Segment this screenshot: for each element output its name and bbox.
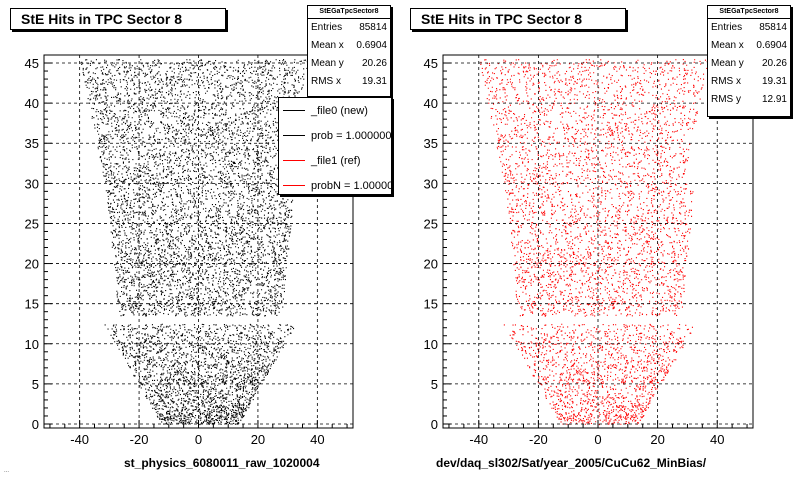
right-stats-box: StEGaTpcSector8 Entries 85814 Mean x 0.690…: [707, 5, 791, 117]
x-tick-label: 20: [650, 432, 664, 447]
right-stats-name: StEGaTpcSector8: [708, 6, 790, 19]
x-tick-label: -20: [130, 432, 149, 447]
hit-points: [480, 59, 708, 426]
y-tick-label: 15: [25, 297, 39, 312]
hit-points: [81, 59, 308, 426]
legend-entry: _file0 (new): [279, 98, 391, 123]
y-tick-label: 10: [25, 337, 39, 352]
x-tick-label: 0: [594, 432, 601, 447]
y-tick-label: 25: [424, 216, 438, 231]
left-stats-row: Entries 85814: [311, 22, 387, 33]
x-tick-label: -20: [529, 432, 548, 447]
x-tick-label: 40: [310, 432, 324, 447]
hit-scatter: [81, 59, 308, 426]
left-stats-row: Mean x 0.6904: [311, 40, 387, 51]
footnote: ...: [4, 468, 10, 474]
x-tick-label: -40: [469, 432, 488, 447]
plot-panel-2: -40 -20 0 20 40 0 5 10 15 20 25 30 35 40 45: [424, 54, 754, 447]
right-stats-row: RMS y 12.91: [711, 94, 787, 105]
legend-label: prob = 1.000000: [311, 129, 392, 142]
y-tick-label: 45: [25, 56, 39, 71]
legend-swatch: [283, 135, 305, 136]
legend-box: _file0 (new) prob = 1.000000 _file1 (ref…: [278, 97, 392, 195]
y-tick-label: 20: [424, 257, 438, 272]
left-x-caption: st_physics_6080011_raw_1020004: [124, 456, 320, 470]
y-tick-label: 40: [25, 96, 39, 111]
right-stats-row: Mean x 0.6904: [711, 40, 787, 51]
y-tick-label: 5: [32, 377, 39, 392]
legend-entry: probN = 1.000000: [279, 173, 392, 194]
y-tick-label: 0: [32, 417, 39, 432]
legend-swatch: [283, 160, 305, 161]
y-tick-label: 30: [25, 176, 39, 191]
left-stats-row: RMS x 19.31: [311, 76, 387, 87]
y-tick-label: 20: [25, 257, 39, 272]
y-tick-label: 40: [424, 96, 438, 111]
left-title-text: StE Hits in TPC Sector 8: [21, 11, 183, 27]
y-tick-label: 15: [424, 297, 438, 312]
x-tick-label: 0: [195, 432, 202, 447]
legend-swatch: [283, 110, 305, 111]
right-stats-row: RMS x 19.31: [711, 76, 787, 87]
legend-swatch: [283, 185, 305, 186]
y-tick-label: 30: [424, 176, 438, 191]
legend-label: _file1 (ref): [311, 154, 361, 167]
y-tick-label: 45: [424, 56, 438, 71]
left-stats-row: Mean y 20.26: [311, 58, 387, 69]
y-tick-label: 10: [424, 337, 438, 352]
legend-entry: prob = 1.000000: [279, 123, 391, 148]
y-tick-label: 5: [431, 377, 438, 392]
y-tick-label: 35: [25, 136, 39, 151]
right-title-text: StE Hits in TPC Sector 8: [421, 11, 583, 27]
right-stats-row: Mean y 20.26: [711, 58, 787, 69]
left-stats-box: StEGaTpcSector8 Entries 85814 Mean x 0.690…: [307, 5, 391, 97]
x-tick-label: 40: [710, 432, 724, 447]
legend-label: probN = 1.000000: [311, 179, 392, 192]
right-stats-row: Entries 85814: [711, 22, 787, 33]
left-stats-name: StEGaTpcSector8: [308, 6, 390, 19]
y-tick-label: 35: [424, 136, 438, 151]
right-title: StE Hits in TPC Sector 8: [410, 8, 626, 30]
x-tick-label: -40: [70, 432, 89, 447]
x-tick-label: 20: [251, 432, 265, 447]
legend-label: _file0 (new): [311, 104, 368, 117]
hit-scatter: [480, 59, 708, 426]
y-tick-label: 25: [25, 216, 39, 231]
legend-entry: _file1 (ref): [279, 148, 391, 173]
left-title: StE Hits in TPC Sector 8: [10, 8, 226, 30]
y-tick-label: 0: [431, 417, 438, 432]
right-x-caption: dev/daq_sl302/Sat/year_2005/CuCu62_MinBi…: [436, 456, 707, 470]
